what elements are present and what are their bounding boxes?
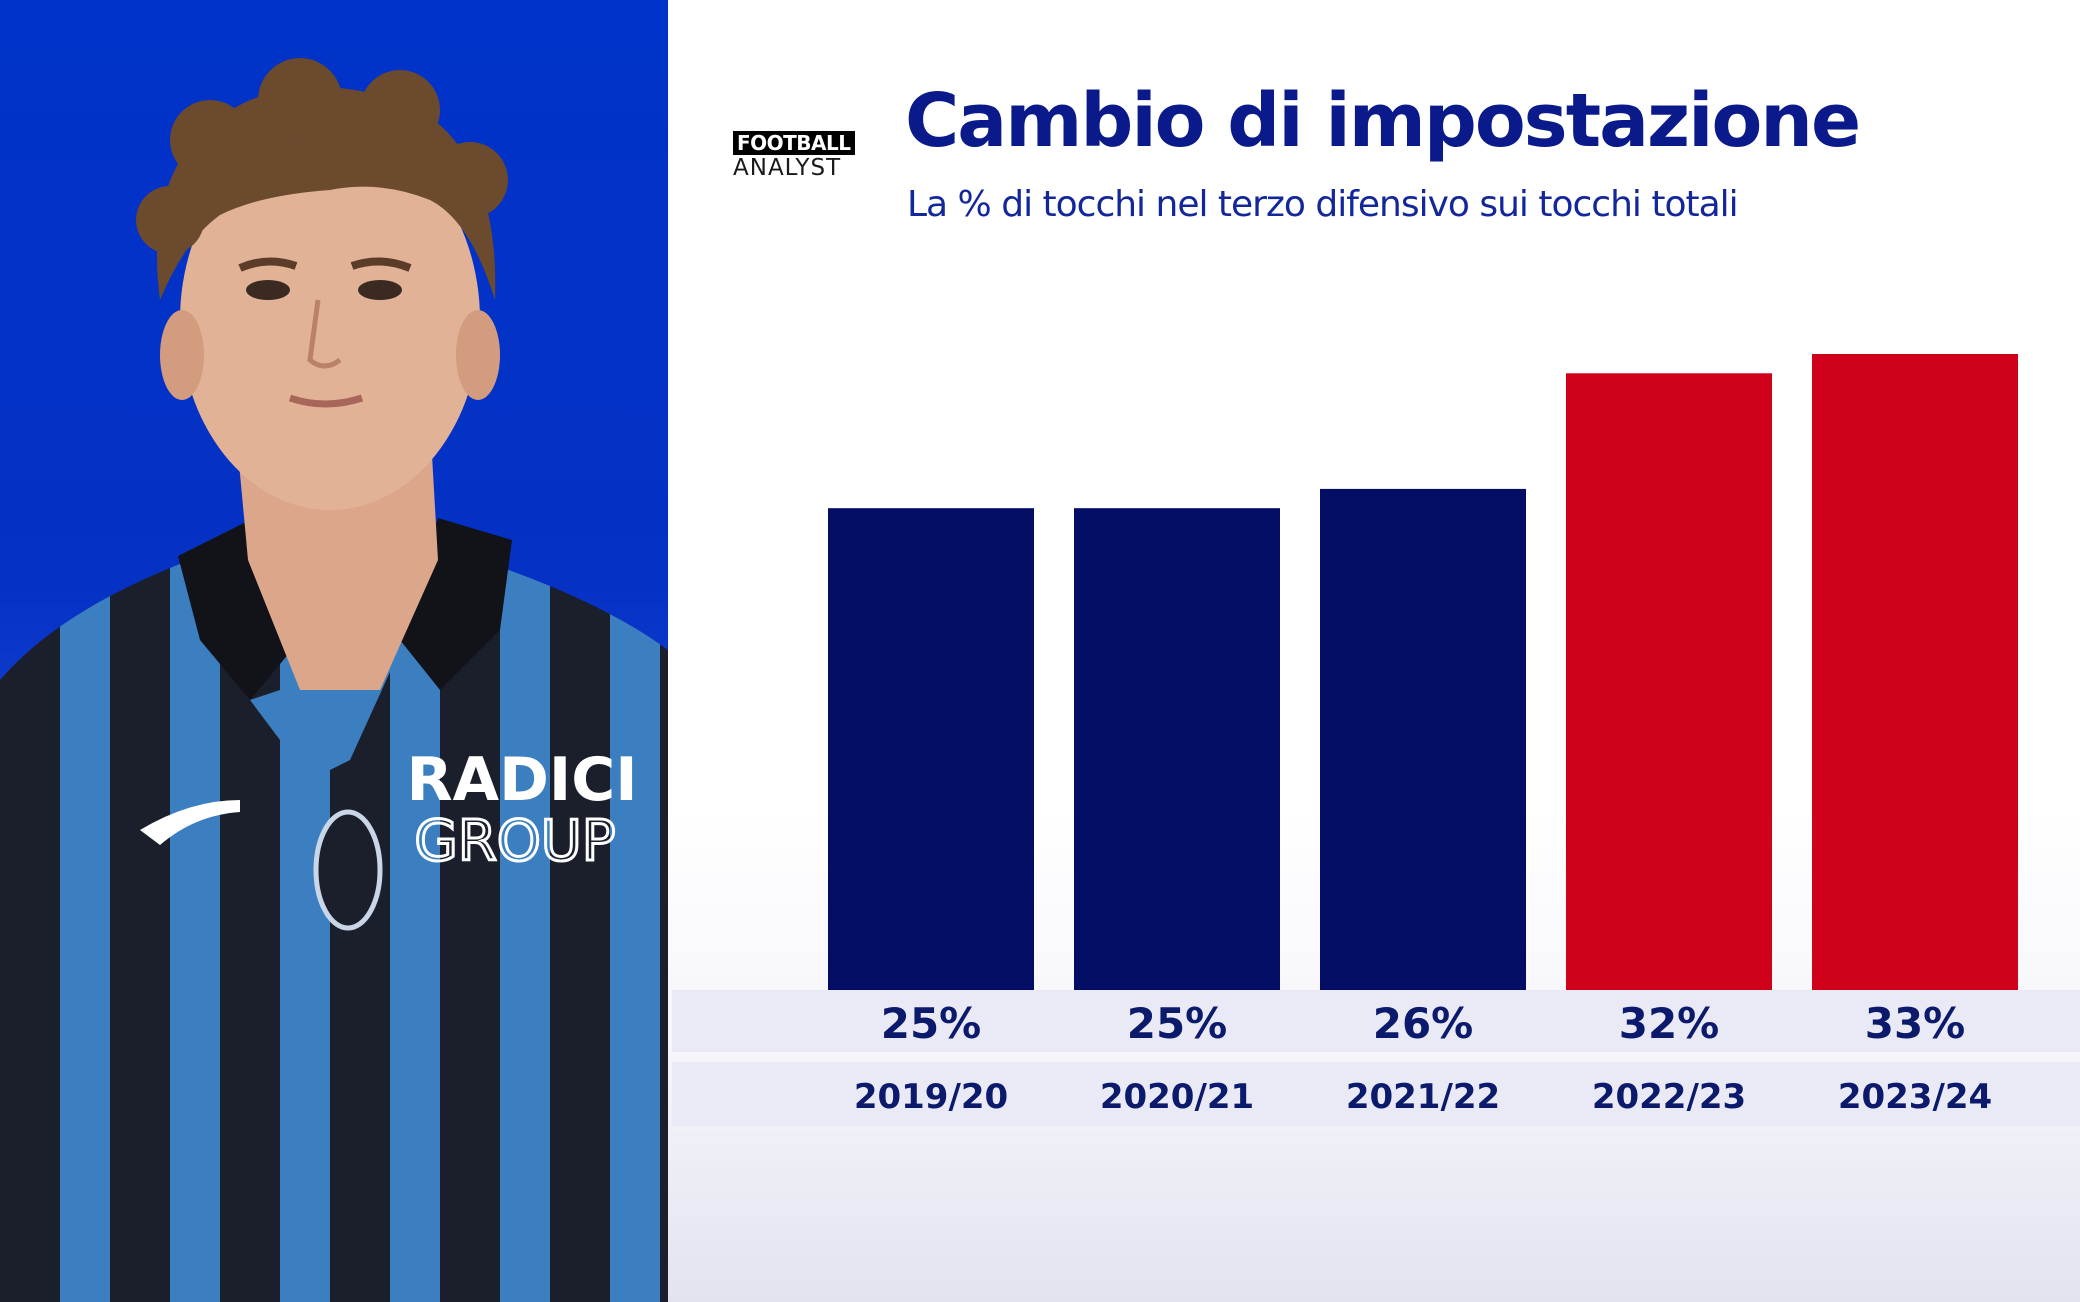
category-label: 2023/24 bbox=[1838, 1077, 1992, 1117]
category-label: 2019/20 bbox=[854, 1077, 1008, 1117]
category-label-band bbox=[672, 1062, 2080, 1126]
football-analyst-logo: FOOTBALL ANALYST bbox=[733, 131, 867, 181]
bar-2022-23 bbox=[1566, 373, 1772, 991]
category-labels-group: 2019/20 2020/21 2021/22 2022/23 2023/24 bbox=[854, 1077, 1992, 1117]
bar-2023-24 bbox=[1812, 354, 2018, 990]
sponsor-line-1: RADICI bbox=[406, 745, 637, 815]
chart-subtitle: La % di tocchi nel terzo difensivo sui t… bbox=[907, 184, 1739, 225]
value-label: 32% bbox=[1619, 999, 1720, 1048]
value-label: 25% bbox=[881, 999, 982, 1048]
sponsor-line-2: GROUP bbox=[414, 809, 615, 874]
chart-title: Cambio di impostazione bbox=[905, 78, 1861, 164]
category-label: 2021/22 bbox=[1346, 1077, 1500, 1117]
bar-2021-22 bbox=[1320, 488, 1526, 990]
player-portrait-icon: RADICI GROUP bbox=[0, 58, 668, 1302]
value-label-band bbox=[672, 990, 2080, 1052]
category-label: 2020/21 bbox=[1100, 1077, 1254, 1117]
bar-2019-20 bbox=[828, 508, 1034, 990]
category-label: 2022/23 bbox=[1592, 1077, 1746, 1117]
bar-2020-21 bbox=[1074, 508, 1280, 990]
logo-line-1: FOOTBALL bbox=[733, 131, 855, 155]
value-label: 33% bbox=[1865, 999, 1966, 1048]
player-photo-panel: RADICI GROUP bbox=[0, 0, 668, 1302]
value-label: 25% bbox=[1127, 999, 1228, 1048]
value-labels-group: 25% 25% 26% 32% 33% bbox=[881, 999, 1966, 1048]
value-label: 26% bbox=[1373, 999, 1474, 1048]
bars-group bbox=[828, 354, 2018, 991]
logo-line-2: ANALYST bbox=[733, 155, 842, 181]
